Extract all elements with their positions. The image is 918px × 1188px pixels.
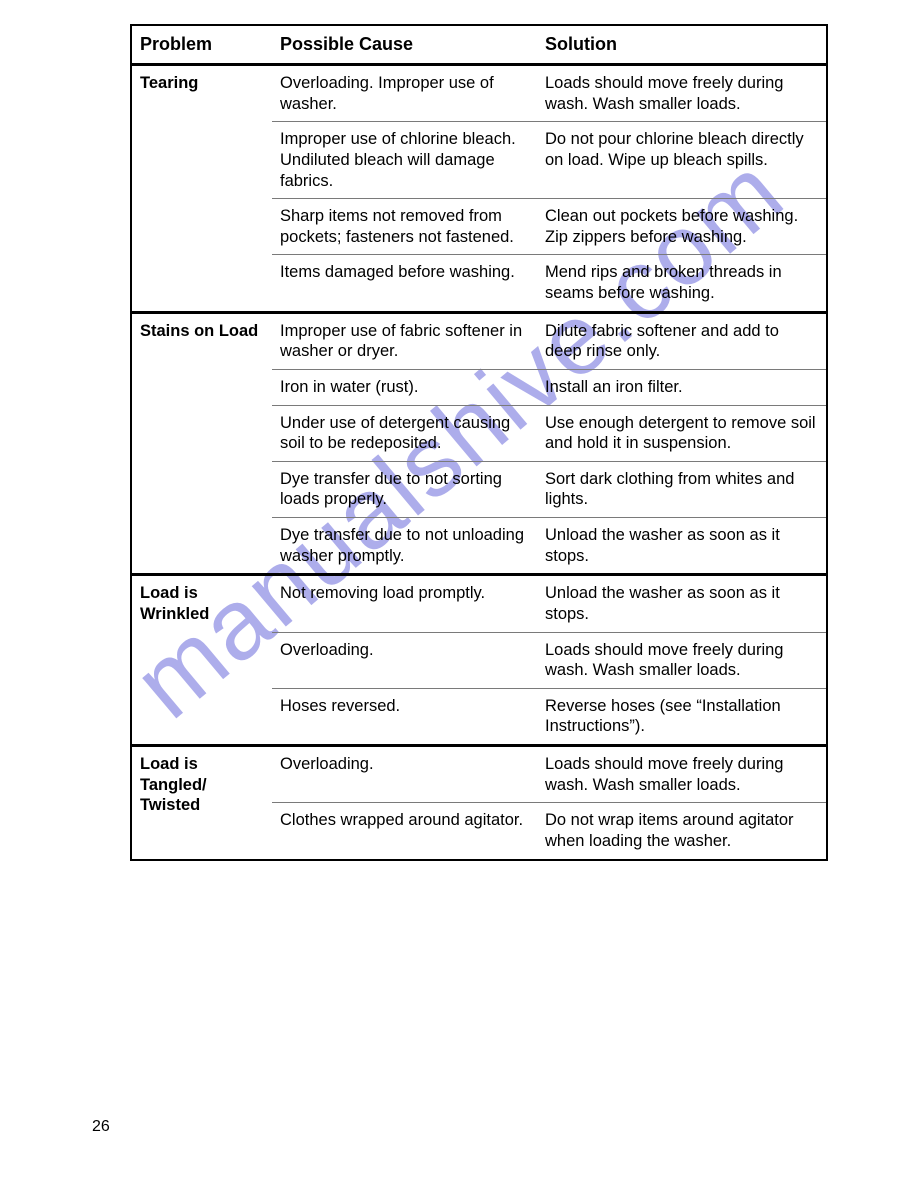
solution-cell: Mend rips and broken threads in seams be… <box>537 255 826 312</box>
page-number: 26 <box>92 1118 110 1136</box>
cause-cell: Improper use of fabric softener in washe… <box>272 312 537 369</box>
document-page: manualshive.com Problem Possible Cause S… <box>0 0 918 1188</box>
table-row: TearingOverloading. Improper use of wash… <box>132 65 826 122</box>
solution-cell: Loads should move freely during wash. Wa… <box>537 746 826 803</box>
table-row: Load is Tangled/ TwistedOverloading.Load… <box>132 746 826 803</box>
header-cause: Possible Cause <box>272 26 537 65</box>
problem-cell: Stains on Load <box>132 312 272 575</box>
solution-cell: Loads should move freely during wash. Wa… <box>537 65 826 122</box>
solution-cell: Install an iron filter. <box>537 369 826 405</box>
solution-cell: Clean out pockets before washing. Zip zi… <box>537 199 826 255</box>
solution-cell: Use enough detergent to remove soil and … <box>537 405 826 461</box>
cause-cell: Overloading. <box>272 746 537 803</box>
header-solution: Solution <box>537 26 826 65</box>
solution-cell: Do not wrap items around agitator when l… <box>537 803 826 859</box>
problem-cell: Tearing <box>132 65 272 313</box>
cause-cell: Improper use of chlorine bleach. Undilut… <box>272 122 537 199</box>
cause-cell: Items damaged before washing. <box>272 255 537 312</box>
troubleshooting-table-wrapper: Problem Possible Cause Solution TearingO… <box>130 24 828 861</box>
table-row: Load is WrinkledNot removing load prompt… <box>132 575 826 632</box>
solution-cell: Reverse hoses (see “Installation Instruc… <box>537 688 826 745</box>
cause-cell: Clothes wrapped around agitator. <box>272 803 537 859</box>
header-problem: Problem <box>132 26 272 65</box>
solution-cell: Dilute fabric softener and add to deep r… <box>537 312 826 369</box>
table-row: Stains on LoadImproper use of fabric sof… <box>132 312 826 369</box>
problem-cell: Load is Wrinkled <box>132 575 272 746</box>
cause-cell: Dye transfer due to not sorting loads pr… <box>272 461 537 517</box>
cause-cell: Dye transfer due to not unloading washer… <box>272 518 537 575</box>
solution-cell: Unload the washer as soon as it stops. <box>537 518 826 575</box>
table-body: TearingOverloading. Improper use of wash… <box>132 65 826 859</box>
cause-cell: Hoses reversed. <box>272 688 537 745</box>
solution-cell: Loads should move freely during wash. Wa… <box>537 632 826 688</box>
cause-cell: Under use of detergent causing soil to b… <box>272 405 537 461</box>
solution-cell: Do not pour chlorine bleach directly on … <box>537 122 826 199</box>
cause-cell: Iron in water (rust). <box>272 369 537 405</box>
cause-cell: Sharp items not removed from pockets; fa… <box>272 199 537 255</box>
table-header-row: Problem Possible Cause Solution <box>132 26 826 65</box>
cause-cell: Overloading. Improper use of washer. <box>272 65 537 122</box>
problem-cell: Load is Tangled/ Twisted <box>132 746 272 859</box>
solution-cell: Sort dark clothing from whites and light… <box>537 461 826 517</box>
troubleshooting-table: Problem Possible Cause Solution TearingO… <box>132 26 826 859</box>
cause-cell: Overloading. <box>272 632 537 688</box>
solution-cell: Unload the washer as soon as it stops. <box>537 575 826 632</box>
cause-cell: Not removing load promptly. <box>272 575 537 632</box>
